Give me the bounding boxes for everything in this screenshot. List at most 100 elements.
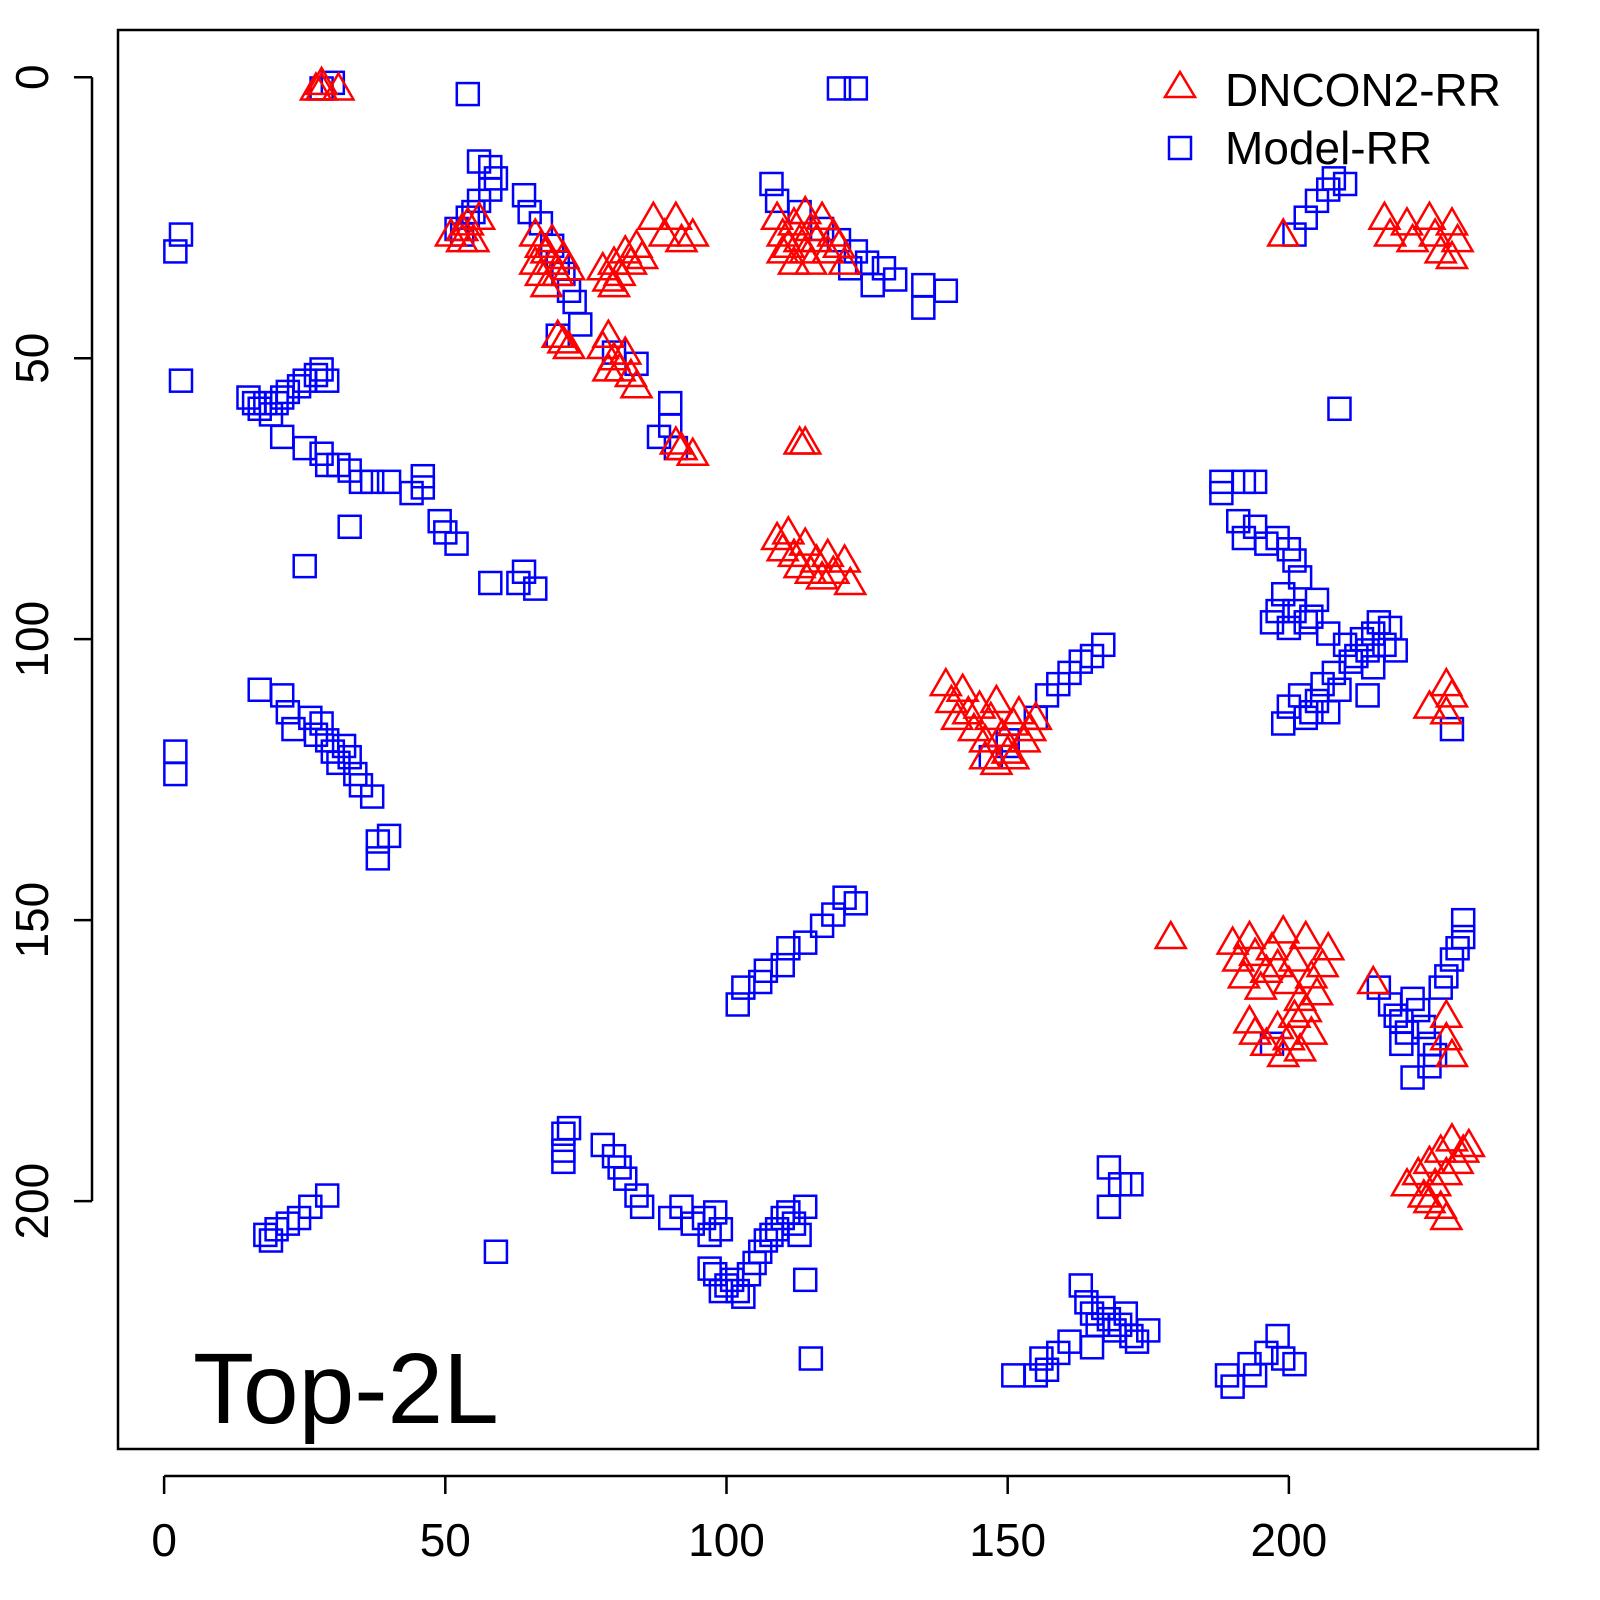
data-points — [163, 65, 1486, 1399]
square-point — [1450, 924, 1476, 950]
square-point — [568, 312, 593, 337]
triangle-point — [776, 245, 812, 275]
triangle-point — [608, 335, 643, 365]
triangle-point — [461, 200, 497, 230]
triangle-point — [1429, 1155, 1464, 1186]
triangle-point — [827, 245, 862, 275]
square-point — [776, 936, 801, 961]
square-point — [410, 463, 436, 489]
square-point — [551, 1121, 576, 1146]
x-tick-label: 150 — [969, 1514, 1046, 1566]
square-point — [275, 699, 301, 725]
triangle-point — [1451, 1127, 1486, 1158]
square-point — [1327, 396, 1352, 422]
triangle-point — [1249, 953, 1284, 984]
triangle-point — [771, 514, 806, 545]
square-point — [365, 846, 391, 871]
triangle-point — [1271, 1020, 1307, 1051]
square-point — [314, 1183, 340, 1208]
square-point — [337, 514, 362, 540]
triangle-point — [1243, 970, 1278, 1000]
y-axis: 0 50 100 150 200 — [6, 64, 94, 1240]
triangle-point — [1429, 1200, 1464, 1231]
triangle-point — [304, 70, 339, 101]
triangle-point — [445, 211, 480, 242]
triangle-point — [945, 672, 980, 703]
y-tick-label: 0 — [6, 64, 58, 90]
triangle-point — [591, 262, 626, 292]
square-point — [1029, 1346, 1054, 1371]
triangle-point — [529, 267, 564, 298]
triangle-point — [788, 194, 823, 225]
square-point — [376, 823, 402, 849]
square-point — [911, 272, 936, 298]
legend-square-icon — [1167, 135, 1193, 161]
square-point — [247, 677, 272, 703]
triangle-point — [810, 537, 845, 568]
triangle-point — [304, 65, 339, 96]
square-point — [1439, 716, 1465, 742]
square-point — [658, 390, 683, 416]
triangle-point — [591, 318, 626, 348]
square-point — [792, 930, 818, 955]
x-axis: 0 50 100 150 200 — [151, 1474, 1327, 1566]
square-point — [455, 81, 481, 107]
square-point — [1304, 587, 1330, 613]
square-point — [163, 239, 188, 264]
square-point — [697, 1256, 722, 1281]
triangle-point — [1266, 913, 1301, 944]
triangle-point — [613, 245, 649, 275]
square-point — [444, 531, 469, 556]
square-point — [911, 295, 936, 320]
square-point — [1242, 469, 1268, 495]
square-point — [753, 958, 779, 984]
square-point — [798, 1346, 824, 1371]
triangle-point — [624, 239, 660, 270]
triangle-point — [1429, 694, 1464, 725]
y-tick-label: 100 — [6, 601, 58, 678]
square-point — [792, 1267, 818, 1293]
square-point — [1434, 964, 1459, 989]
triangle-point — [1434, 1037, 1470, 1068]
square-point — [1332, 171, 1358, 197]
triangle-point — [928, 666, 963, 697]
triangle-point — [1018, 700, 1053, 731]
triangle-point — [675, 217, 710, 247]
legend: DNCON2-RR Model-RR — [1162, 64, 1501, 174]
triangle-point — [788, 424, 823, 455]
triangle-point — [551, 329, 587, 360]
triangle-point — [546, 323, 581, 354]
triangle-point — [636, 200, 671, 230]
triangle-point — [1412, 1144, 1447, 1175]
triangle-point — [540, 318, 575, 348]
square-point — [359, 784, 385, 809]
x-tick-label: 0 — [151, 1514, 177, 1566]
triangle-point — [1356, 964, 1391, 995]
square-point — [770, 952, 795, 978]
triangle-point — [1434, 677, 1470, 708]
triangle-point — [1237, 1015, 1273, 1045]
triangle-point — [647, 217, 682, 247]
triangle-point — [996, 739, 1031, 770]
square-point — [1001, 1363, 1026, 1388]
triangle-point — [1446, 1133, 1481, 1163]
triangle-point — [1412, 1183, 1447, 1214]
triangle-point — [540, 256, 575, 287]
square-point — [1119, 1172, 1144, 1197]
square-point — [1389, 1031, 1414, 1057]
square-point — [309, 357, 334, 382]
square-point — [168, 222, 194, 247]
triangle-point — [1429, 998, 1464, 1028]
triangle-point — [1311, 930, 1346, 961]
triangle-point — [1001, 694, 1037, 725]
triangle-point — [973, 700, 1008, 731]
square-point — [843, 891, 869, 916]
triangle-point — [1395, 222, 1430, 253]
square-point — [1405, 997, 1431, 1023]
square-point — [725, 992, 750, 1017]
triangle-point — [1389, 1166, 1425, 1197]
triangle-point — [1277, 998, 1312, 1028]
square-point — [629, 1194, 655, 1220]
x-tick-label: 200 — [1250, 1514, 1327, 1566]
